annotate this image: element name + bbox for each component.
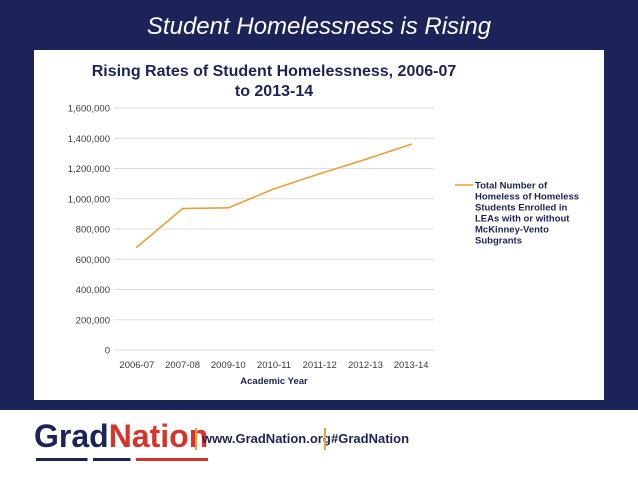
data-point <box>273 188 275 190</box>
slide-background: Student Homelessness is Rising Rising Ra… <box>0 0 638 410</box>
chart-title: to 2013-14 <box>235 83 313 100</box>
data-point <box>410 143 413 146</box>
hashtag-link[interactable]: #GradNation <box>331 431 410 446</box>
footer <box>0 410 638 479</box>
x-tick-label: 2006-07 <box>119 360 154 371</box>
y-tick-label: 600,000 <box>76 255 110 266</box>
footer-separator <box>324 428 326 450</box>
x-axis-title: Academic Year <box>240 376 308 387</box>
gradnation-logo: GradNation <box>34 418 208 466</box>
legend-label: Students Enrolled in <box>475 203 568 214</box>
y-tick-label: 400,000 <box>76 285 110 296</box>
legend-label: Homeless of Homeless <box>475 192 579 203</box>
logo-text-nation: Nation <box>108 418 209 454</box>
data-point <box>318 172 321 175</box>
x-tick-label: 2010-11 <box>257 360 291 371</box>
y-tick-label: 800,000 <box>76 225 110 236</box>
website-link[interactable]: www.GradNation.org <box>202 431 331 446</box>
x-tick-label: 2011-12 <box>303 360 337 371</box>
y-tick-label: 1,200,000 <box>68 164 110 175</box>
y-tick-label: 0 <box>105 346 110 357</box>
x-tick-label: 2012-13 <box>348 360 383 371</box>
data-point <box>135 246 138 249</box>
y-tick-label: 1,400,000 <box>68 134 110 145</box>
slide-title: Student Homelessness is Rising <box>146 13 492 40</box>
logo-text-grad: Grad <box>34 418 109 454</box>
data-point <box>227 206 230 209</box>
series-line <box>136 143 412 248</box>
x-tick-label: 2009-10 <box>211 360 246 371</box>
y-tick-label: 1,600,000 <box>68 104 110 115</box>
y-tick-label: 200,000 <box>76 315 110 326</box>
data-point <box>364 158 367 161</box>
x-tick-label: 2007-08 <box>165 360 200 371</box>
legend-label: Total Number of <box>475 181 548 192</box>
chart-panel: Rising Rates of Student Homelessness, 20… <box>34 50 604 400</box>
legend-label: Subgrants <box>475 236 522 247</box>
legend-label: LEAs with or without <box>475 214 570 225</box>
legend-label: McKinney-Vento <box>475 225 549 236</box>
y-tick-label: 1,000,000 <box>68 194 110 205</box>
logo-underline <box>36 458 208 461</box>
footer-separator <box>195 428 197 450</box>
data-point <box>181 207 184 210</box>
x-tick-label: 2013-14 <box>394 360 429 371</box>
line-chart: Rising Rates of Student Homelessness, 20… <box>68 63 579 387</box>
chart-title: Rising Rates of Student Homelessness, 20… <box>92 63 457 80</box>
